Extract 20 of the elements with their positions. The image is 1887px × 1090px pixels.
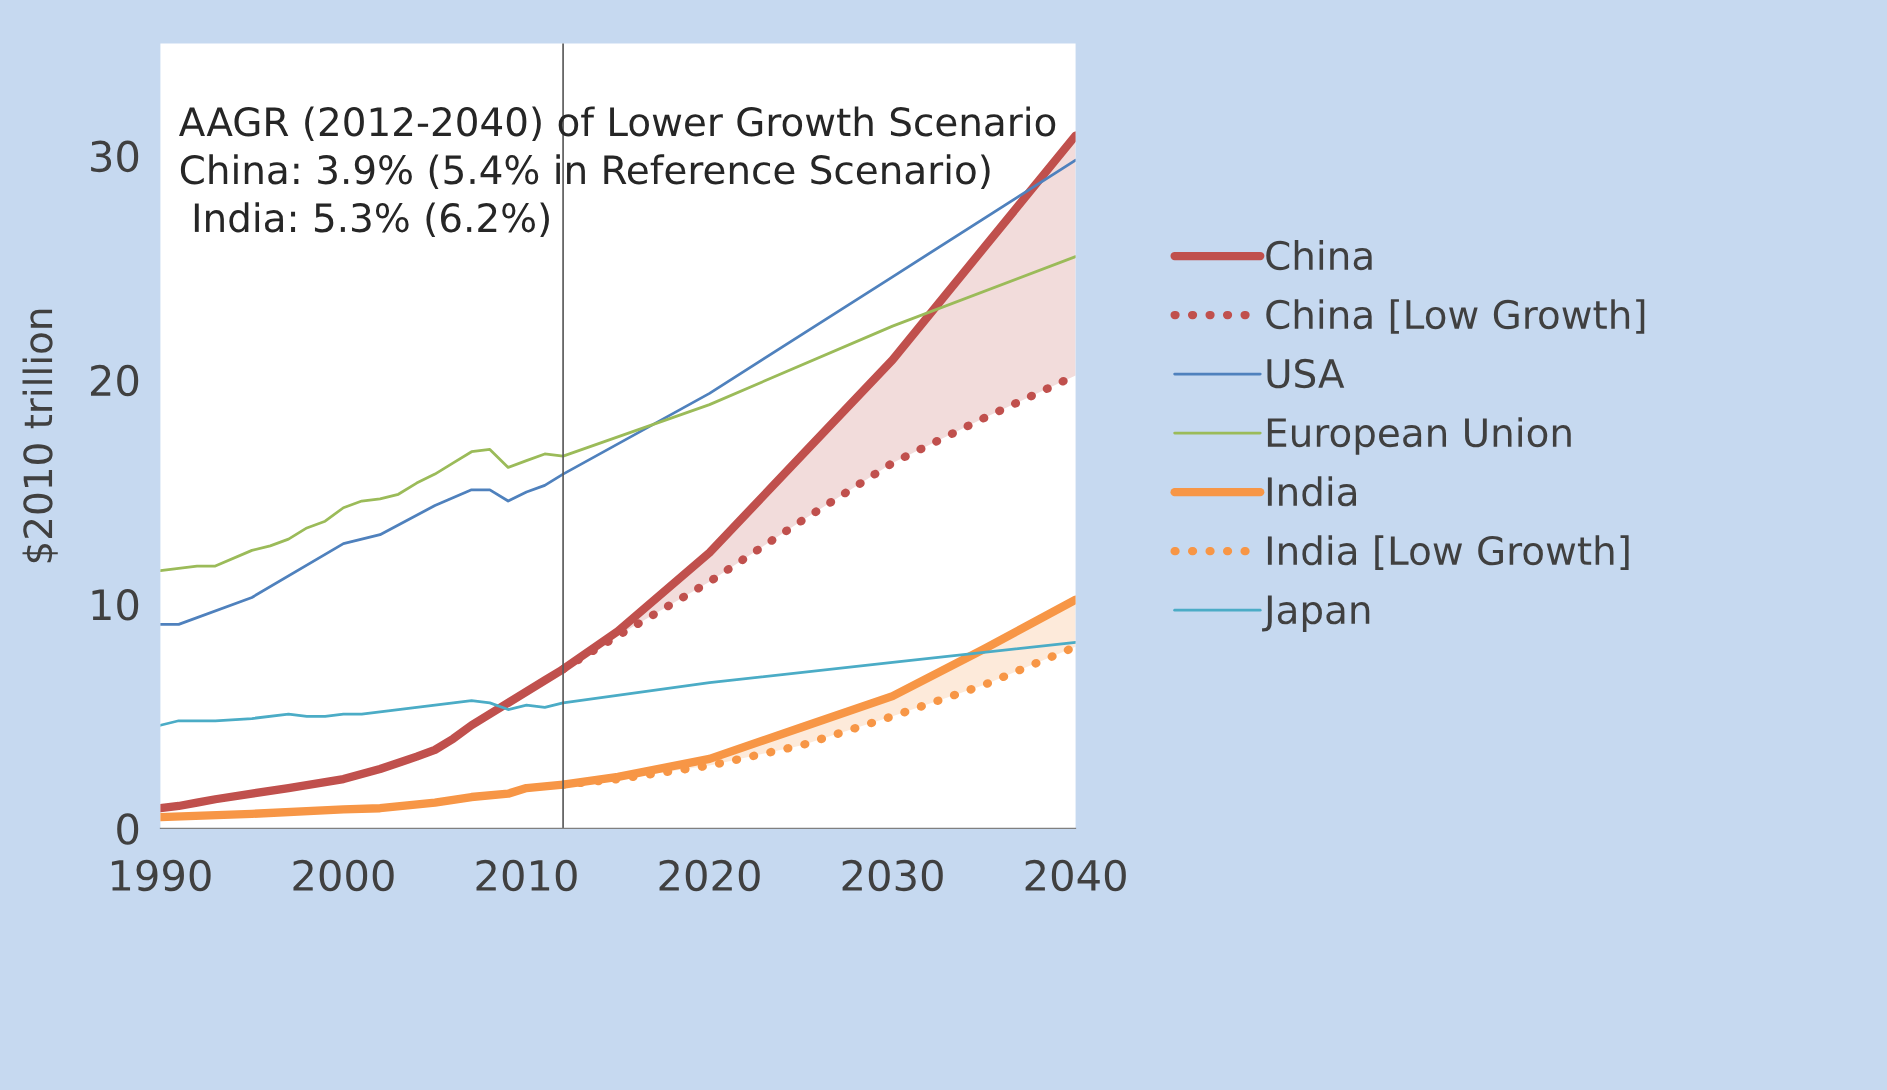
legend-label: European Union (1267, 417, 1571, 455)
line-series (160, 255, 1076, 572)
y-tick-label: 20 (90, 364, 139, 397)
x-tick-label: 2040 (1025, 859, 1126, 892)
y-tick-label: 10 (92, 589, 139, 621)
legend-label: USA (1267, 358, 1345, 389)
y-axis-title: $2010 trillion (22, 309, 58, 563)
line-series (160, 640, 1076, 727)
legend-label: China [Low Growth] (1266, 299, 1645, 334)
x-tick-label: 2030 (842, 859, 943, 892)
legend-label: Japan (1262, 595, 1370, 632)
legend-label: India [Low Growth] (1267, 535, 1629, 570)
x-tick-label: 1990 (111, 859, 211, 892)
x-tick-label: 2010 (476, 859, 577, 892)
x-tick-label: 2020 (659, 859, 760, 892)
y-tick-label: 30 (91, 140, 139, 173)
legend-label: India (1267, 476, 1357, 507)
legend-label: China (1266, 240, 1372, 271)
y-tick-label: 0 (117, 813, 139, 845)
x-tick-label: 2000 (293, 859, 394, 892)
